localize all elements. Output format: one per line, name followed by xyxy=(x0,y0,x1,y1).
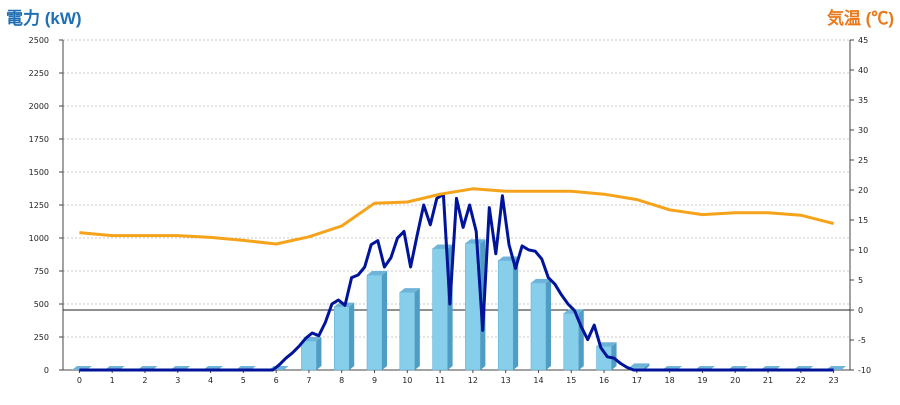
x-tick-label: 0 xyxy=(77,376,82,385)
right-tick-label: 5 xyxy=(858,276,863,285)
bar-front xyxy=(333,306,350,371)
x-tick-label: 18 xyxy=(665,376,675,385)
right-tick-label: 0 xyxy=(858,306,863,315)
bar-top xyxy=(629,363,650,368)
left-axis-title: 電力 (kW) xyxy=(6,9,82,28)
x-tick-label: 6 xyxy=(274,376,279,385)
x-tick-label: 10 xyxy=(402,376,412,385)
x-tick-label: 20 xyxy=(730,376,740,385)
right-tick-label: 25 xyxy=(858,156,868,165)
x-tick-label: 2 xyxy=(142,376,147,385)
bar-front xyxy=(399,291,416,371)
right-tick-label: 30 xyxy=(858,126,868,135)
x-tick-label: 21 xyxy=(763,376,773,385)
power-line xyxy=(79,192,834,372)
x-tick-label: 5 xyxy=(241,376,246,385)
x-tick-label: 8 xyxy=(339,376,344,385)
bar-3d xyxy=(333,302,355,371)
bar-3d xyxy=(432,244,453,371)
bar-top xyxy=(399,288,420,293)
left-tick-label: 1750 xyxy=(29,135,49,144)
bar-3d xyxy=(530,278,551,371)
bar-side xyxy=(578,309,584,370)
x-tick-label: 16 xyxy=(599,376,609,385)
right-tick-label: 10 xyxy=(858,246,868,255)
right-tick-label: 15 xyxy=(858,216,868,225)
x-tick-label: 9 xyxy=(372,376,377,385)
x-tick-label: 14 xyxy=(533,376,543,385)
bar-side xyxy=(316,336,322,370)
bar-front xyxy=(301,340,317,371)
x-tick-label: 22 xyxy=(796,376,806,385)
bar-side xyxy=(414,288,420,370)
x-tick-label: 3 xyxy=(175,376,180,385)
x-tick-label: 15 xyxy=(566,376,576,385)
left-tick-label: 0 xyxy=(44,366,49,375)
x-tick-label: 19 xyxy=(697,376,707,385)
x-tick-label: 1 xyxy=(110,376,115,385)
x-tick-label: 13 xyxy=(501,376,511,385)
x-tick-label: 17 xyxy=(632,376,642,385)
left-tick-label: 1000 xyxy=(29,234,49,243)
right-axis-title: 気温 (℃) xyxy=(826,9,894,28)
bar-front xyxy=(497,260,514,371)
right-tick-label: 35 xyxy=(858,96,868,105)
bar-side xyxy=(513,256,519,370)
left-tick-label: 750 xyxy=(34,267,49,276)
x-tick-label: 4 xyxy=(208,376,213,385)
bar-3d xyxy=(399,288,420,371)
x-tick-label: 12 xyxy=(468,376,478,385)
temperature-line xyxy=(79,187,834,246)
x-tick-label: 11 xyxy=(435,376,445,385)
bar-3d xyxy=(366,270,388,371)
bar-top xyxy=(530,278,551,283)
left-tick-label: 2000 xyxy=(29,102,49,111)
bar-front xyxy=(530,282,547,371)
left-tick-label: 1250 xyxy=(29,201,49,210)
right-tick-label: -5 xyxy=(858,336,866,345)
bar-front xyxy=(366,274,383,371)
bar-front xyxy=(563,312,580,371)
right-tick-label: 45 xyxy=(858,36,868,45)
bar-side xyxy=(382,270,388,370)
left-tick-label: 250 xyxy=(34,333,49,342)
left-tick-label: 2500 xyxy=(29,36,49,45)
bar-side xyxy=(611,342,617,370)
bar-side xyxy=(349,302,355,370)
bar-3d xyxy=(563,309,584,371)
left-tick-label: 500 xyxy=(34,300,49,309)
x-tick-label: 7 xyxy=(306,376,311,385)
right-tick-label: 20 xyxy=(858,186,868,195)
bar-3d xyxy=(497,256,519,371)
bar-top xyxy=(367,270,388,275)
right-tick-label: -10 xyxy=(858,366,871,375)
x-tick-label: 23 xyxy=(829,376,839,385)
left-tick-label: 1500 xyxy=(29,168,49,177)
bar-side xyxy=(644,363,650,370)
left-tick-label: 2250 xyxy=(29,69,49,78)
bar-side xyxy=(545,278,551,370)
right-tick-label: 40 xyxy=(858,66,868,75)
bar-front xyxy=(432,248,448,371)
